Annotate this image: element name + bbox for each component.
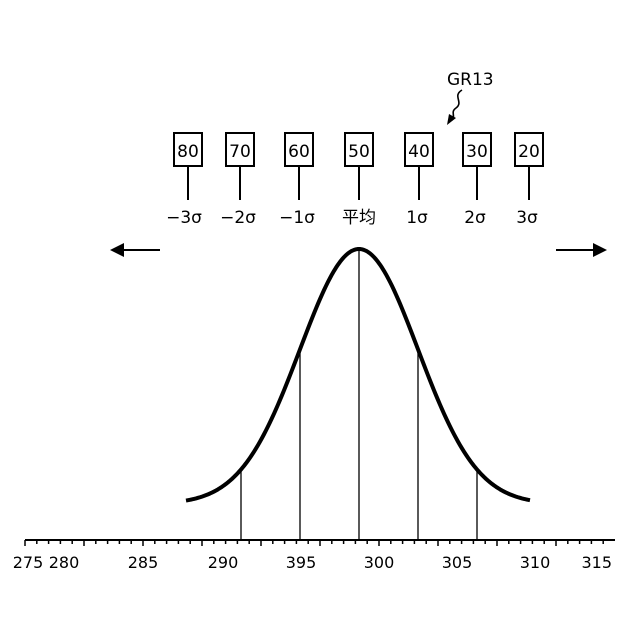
x-axis-label: 310 bbox=[520, 553, 551, 572]
sigma-label-plus2: 2σ bbox=[464, 208, 486, 228]
x-axis-label: 305 bbox=[442, 553, 473, 572]
sigma-label-minus3: −3σ bbox=[166, 208, 202, 228]
score-box-2: 70 bbox=[226, 133, 254, 200]
x-axis-label: 315 bbox=[581, 553, 612, 572]
score-box-7: 20 bbox=[515, 133, 543, 200]
sigma-label-plus3: 3σ bbox=[516, 208, 538, 228]
score-box-value: 80 bbox=[177, 142, 199, 162]
score-box-4: 50 bbox=[345, 133, 373, 200]
reference-label: GR13 bbox=[447, 70, 494, 90]
x-axis-label: 275 bbox=[13, 553, 44, 572]
reference-arrowhead bbox=[447, 114, 456, 125]
x-axis-label: 300 bbox=[364, 553, 395, 572]
score-box-value: 70 bbox=[229, 142, 251, 162]
score-box-3: 60 bbox=[285, 133, 313, 200]
score-box-value: 20 bbox=[518, 142, 540, 162]
right-arrow bbox=[556, 243, 607, 257]
score-box-6: 30 bbox=[463, 133, 491, 200]
sigma-label-plus1: 1σ bbox=[406, 208, 428, 228]
x-axis-label: 285 bbox=[128, 553, 159, 572]
score-box-value: 30 bbox=[466, 142, 488, 162]
reference-leader-line bbox=[452, 90, 462, 120]
x-axis-label: 290 bbox=[208, 553, 239, 572]
left-arrow bbox=[110, 243, 160, 257]
x-axis-label: 395 bbox=[286, 553, 317, 572]
bell-curve bbox=[186, 249, 530, 501]
score-box-1: 80 bbox=[174, 133, 202, 200]
sigma-label-mean: 平均 bbox=[342, 208, 376, 228]
score-box-value: 50 bbox=[348, 142, 370, 162]
score-box-value: 60 bbox=[288, 142, 310, 162]
sigma-label-minus2: −2σ bbox=[220, 208, 256, 228]
x-axis-label: 280 bbox=[49, 553, 80, 572]
score-box-value: 40 bbox=[408, 142, 430, 162]
sigma-label-minus1: −1σ bbox=[279, 208, 315, 228]
sigma-lines bbox=[241, 249, 477, 540]
score-box-5: 40 bbox=[405, 133, 433, 200]
x-axis-labels: 275 280 285 290 395 300 305 310 315 bbox=[13, 553, 612, 572]
